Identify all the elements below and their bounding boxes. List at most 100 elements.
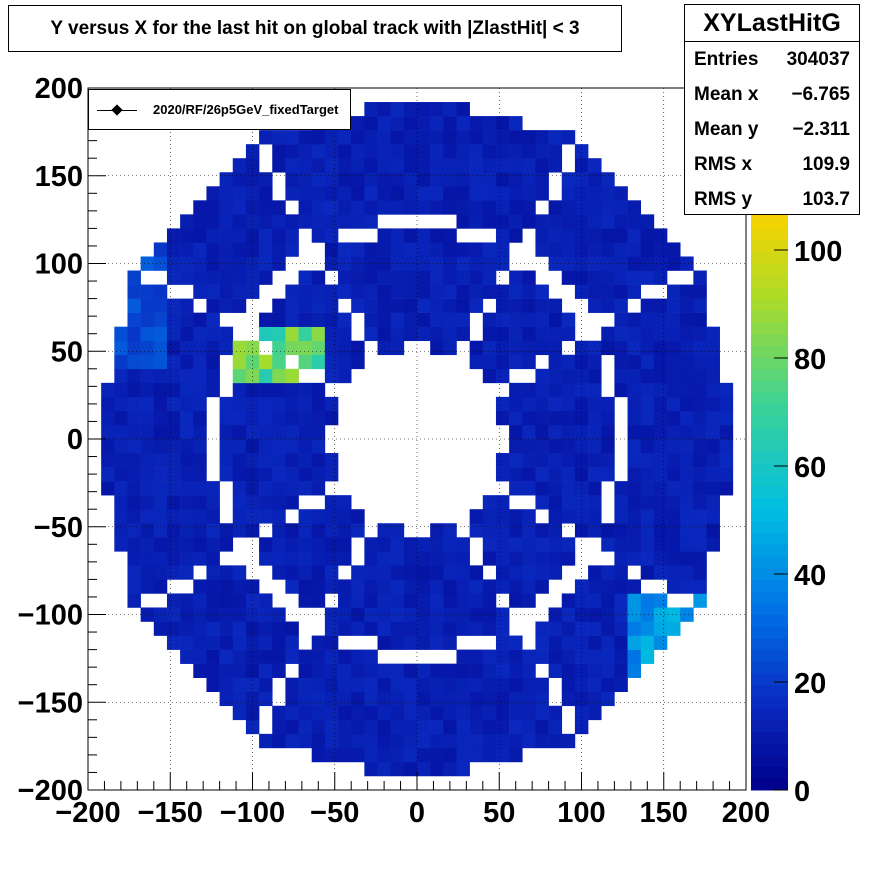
heatmap-cell <box>614 270 628 285</box>
heatmap-cell <box>443 186 457 201</box>
heatmap-cell <box>232 242 247 257</box>
heatmap-cell <box>232 256 247 271</box>
heatmap-cell <box>574 200 589 215</box>
heatmap-cell <box>561 228 576 243</box>
heatmap-cell <box>509 733 523 749</box>
heatmap-cell <box>640 649 655 664</box>
heatmap-cell <box>535 172 549 187</box>
heatmap-cell <box>338 677 352 693</box>
heatmap-cell <box>640 340 655 356</box>
heatmap-cell <box>193 551 207 566</box>
heatmap-cell <box>166 565 181 580</box>
heatmap-cell <box>443 747 457 763</box>
heatmap-cell <box>456 200 470 215</box>
heatmap-cell <box>180 439 194 454</box>
heatmap-cell <box>482 312 497 327</box>
heatmap-cell <box>127 410 141 426</box>
heatmap-cell <box>219 172 234 187</box>
heatmap-cell <box>206 677 220 693</box>
heatmap-cell <box>482 579 497 594</box>
heatmap-cell <box>232 340 247 356</box>
heatmap-cell <box>588 354 602 370</box>
heatmap-cell <box>377 565 391 580</box>
stats-row-rms-x: RMS x 109.9 <box>694 154 850 175</box>
heatmap-cell <box>680 607 694 622</box>
heatmap-cell <box>153 242 168 257</box>
heatmap-cell <box>193 663 207 678</box>
heatmap-cell <box>522 719 536 735</box>
heatmap-cell <box>601 340 615 356</box>
heatmap-cell <box>588 495 602 510</box>
heatmap-cell <box>574 382 589 398</box>
heatmap-cell <box>601 200 615 215</box>
heatmap-cell <box>166 467 181 482</box>
heatmap-cell <box>127 565 141 580</box>
heatmap-cell <box>574 172 589 187</box>
heatmap-cell <box>351 186 365 201</box>
heatmap-cell <box>509 593 523 608</box>
heatmap-cell <box>667 354 681 370</box>
heatmap-cell <box>667 537 681 552</box>
heatmap-cell <box>114 340 128 356</box>
heatmap-cell <box>377 242 391 257</box>
heatmap-cell <box>430 593 444 608</box>
x-tick-label: 50 <box>483 797 515 829</box>
heatmap-cell <box>245 228 260 243</box>
heatmap-cell <box>509 537 523 552</box>
heatmap-cell <box>403 677 418 693</box>
color-scale-band <box>751 544 788 557</box>
heatmap-cell <box>535 284 549 299</box>
heatmap-cell <box>535 691 549 707</box>
heatmap-cell <box>364 747 378 763</box>
heatmap-cell <box>259 228 273 243</box>
heatmap-cell <box>417 116 431 131</box>
heatmap-cell <box>193 228 207 243</box>
heatmap-cell <box>430 747 444 763</box>
color-scale-band <box>751 778 788 791</box>
heatmap-cell <box>417 130 431 145</box>
heatmap-cell <box>311 382 326 398</box>
heatmap-cell <box>430 663 444 678</box>
heatmap-cell <box>627 579 642 594</box>
heatmap-cell <box>311 635 326 650</box>
heatmap-cell <box>298 298 313 313</box>
x-tick-label: −150 <box>138 797 203 829</box>
heatmap-cell <box>219 326 234 342</box>
heatmap-cell <box>298 158 313 173</box>
heatmap-cell <box>574 368 589 384</box>
heatmap-cell <box>364 621 378 636</box>
heatmap-cell <box>364 144 378 159</box>
heatmap-cell <box>377 158 391 173</box>
heatmap-cell <box>614 649 628 664</box>
heatmap-cell <box>338 200 352 215</box>
heatmap-cell <box>443 677 457 693</box>
heatmap-cell <box>456 705 470 721</box>
heatmap-cell <box>469 523 484 538</box>
heatmap-cell <box>390 102 405 117</box>
heatmap-cell <box>601 424 615 440</box>
heatmap-cell <box>351 509 365 524</box>
heatmap-cell <box>495 340 510 356</box>
heatmap-cell <box>535 551 549 566</box>
heatmap-cell <box>509 396 523 412</box>
heatmap-cell <box>456 242 470 257</box>
heatmap-cell <box>166 298 181 313</box>
heatmap-cell <box>417 158 431 173</box>
heatmap-cell <box>193 242 207 257</box>
heatmap-cell <box>364 312 378 327</box>
heatmap-cell <box>693 298 707 313</box>
heatmap-cell <box>166 481 181 496</box>
heatmap-cell <box>193 453 207 468</box>
x-tick-label: −200 <box>55 797 120 829</box>
heatmap-cell <box>390 298 405 313</box>
heatmap-cell <box>548 733 563 749</box>
heatmap-cell <box>627 663 642 678</box>
color-scale-band <box>751 403 788 417</box>
heatmap-cell <box>232 649 247 664</box>
heatmap-cell <box>127 509 141 524</box>
heatmap-cell <box>403 186 418 201</box>
heatmap-cell <box>259 354 273 370</box>
heatmap-cell <box>456 691 470 707</box>
heatmap-cell <box>180 312 194 327</box>
heatmap-cell <box>601 593 615 608</box>
